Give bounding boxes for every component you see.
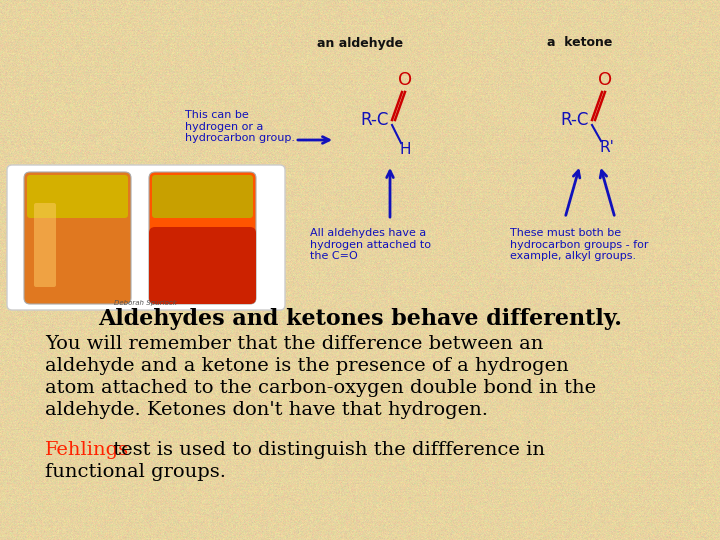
Text: All aldehydes have a
hydrogen attached to
the C=O: All aldehydes have a hydrogen attached t… xyxy=(310,228,431,261)
Text: functional groups.: functional groups. xyxy=(45,463,226,481)
Text: O: O xyxy=(598,71,612,89)
Text: These must both be
hydrocarbon groups - for
example, alkyl groups.: These must both be hydrocarbon groups - … xyxy=(510,228,649,261)
Text: an aldehyde: an aldehyde xyxy=(317,37,403,50)
Text: O: O xyxy=(398,71,412,89)
Text: atom attached to the carbon-oxygen double bond in the: atom attached to the carbon-oxygen doubl… xyxy=(45,379,596,397)
FancyBboxPatch shape xyxy=(149,172,256,304)
Text: R': R' xyxy=(600,140,614,156)
FancyBboxPatch shape xyxy=(34,203,56,287)
Text: Deborah Spurlock: Deborah Spurlock xyxy=(114,300,176,306)
FancyBboxPatch shape xyxy=(152,175,253,218)
Text: aldehyde. Ketones don't have that hydrogen.: aldehyde. Ketones don't have that hydrog… xyxy=(45,401,488,419)
Text: aldehyde and a ketone is the presence of a hydrogen: aldehyde and a ketone is the presence of… xyxy=(45,357,569,375)
Text: H: H xyxy=(400,143,410,158)
FancyBboxPatch shape xyxy=(27,175,128,218)
FancyBboxPatch shape xyxy=(7,165,285,310)
Text: Fehlings: Fehlings xyxy=(45,441,129,459)
Text: R-C: R-C xyxy=(361,111,390,129)
Text: You will remember that the difference between an: You will remember that the difference be… xyxy=(45,335,544,353)
FancyBboxPatch shape xyxy=(149,227,256,304)
Text: This can be
hydrogen or a
hydrocarbon group.: This can be hydrogen or a hydrocarbon gr… xyxy=(185,110,295,143)
Text: test is used to distinguish the diffference in: test is used to distinguish the difffere… xyxy=(107,441,545,459)
Text: R-C: R-C xyxy=(561,111,589,129)
Text: a  ketone: a ketone xyxy=(547,37,613,50)
FancyBboxPatch shape xyxy=(24,172,131,304)
Text: Aldehydes and ketones behave differently.: Aldehydes and ketones behave differently… xyxy=(98,308,622,330)
